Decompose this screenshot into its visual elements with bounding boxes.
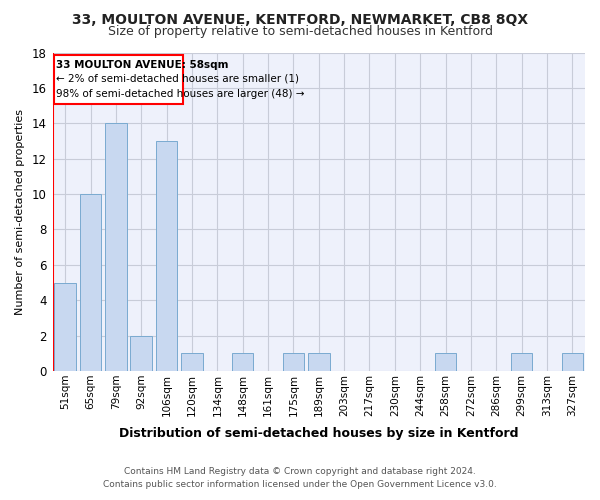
Bar [55, 282, 76, 371]
Text: 98% of semi-detached houses are larger (48) →: 98% of semi-detached houses are larger (… [56, 89, 305, 99]
Bar [105, 124, 127, 371]
X-axis label: Distribution of semi-detached houses by size in Kentford: Distribution of semi-detached houses by … [119, 427, 518, 440]
Text: 33 MOULTON AVENUE: 58sqm: 33 MOULTON AVENUE: 58sqm [56, 60, 229, 70]
Bar [562, 354, 583, 371]
Bar [80, 194, 101, 371]
Bar [308, 354, 329, 371]
FancyBboxPatch shape [54, 55, 183, 104]
Y-axis label: Number of semi-detached properties: Number of semi-detached properties [15, 108, 25, 314]
Bar [156, 141, 178, 371]
Text: 33, MOULTON AVENUE, KENTFORD, NEWMARKET, CB8 8QX: 33, MOULTON AVENUE, KENTFORD, NEWMARKET,… [72, 12, 528, 26]
Bar [511, 354, 532, 371]
Bar [181, 354, 203, 371]
Text: Contains HM Land Registry data © Crown copyright and database right 2024.
Contai: Contains HM Land Registry data © Crown c… [103, 467, 497, 489]
Bar [435, 354, 457, 371]
Text: Size of property relative to semi-detached houses in Kentford: Size of property relative to semi-detach… [107, 25, 493, 38]
Text: ← 2% of semi-detached houses are smaller (1): ← 2% of semi-detached houses are smaller… [56, 74, 299, 84]
Bar [130, 336, 152, 371]
Bar [283, 354, 304, 371]
Bar [232, 354, 253, 371]
